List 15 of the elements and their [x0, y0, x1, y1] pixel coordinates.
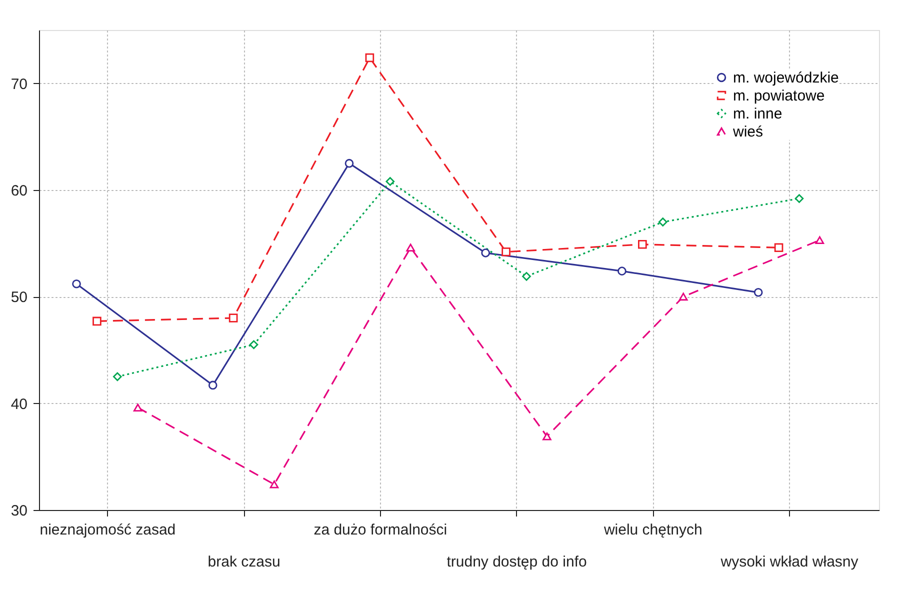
legend-label: wieś	[732, 124, 764, 140]
x-tick-label: za dużo formalności	[314, 522, 448, 538]
y-tick-label: 70	[10, 76, 28, 93]
y-tick-label: 60	[10, 182, 28, 200]
legend-label: m. inne	[733, 106, 782, 122]
x-tick-label: wysoki wkład własny	[720, 554, 859, 570]
x-tick-label: nieznajomość zasad	[40, 522, 176, 538]
x-tick-label: trudny dostęp do info	[446, 554, 587, 570]
legend-label: m. powiatowe	[733, 88, 825, 104]
y-tick-label: 30	[10, 502, 28, 520]
x-tick-label: wielu chętnych	[602, 522, 702, 538]
x-tick-label: brak czasu	[208, 554, 280, 570]
legend-label: m. wojewódzkie	[733, 70, 839, 86]
y-tick-label: 40	[10, 396, 28, 413]
y-tick-label: 50	[10, 289, 28, 306]
